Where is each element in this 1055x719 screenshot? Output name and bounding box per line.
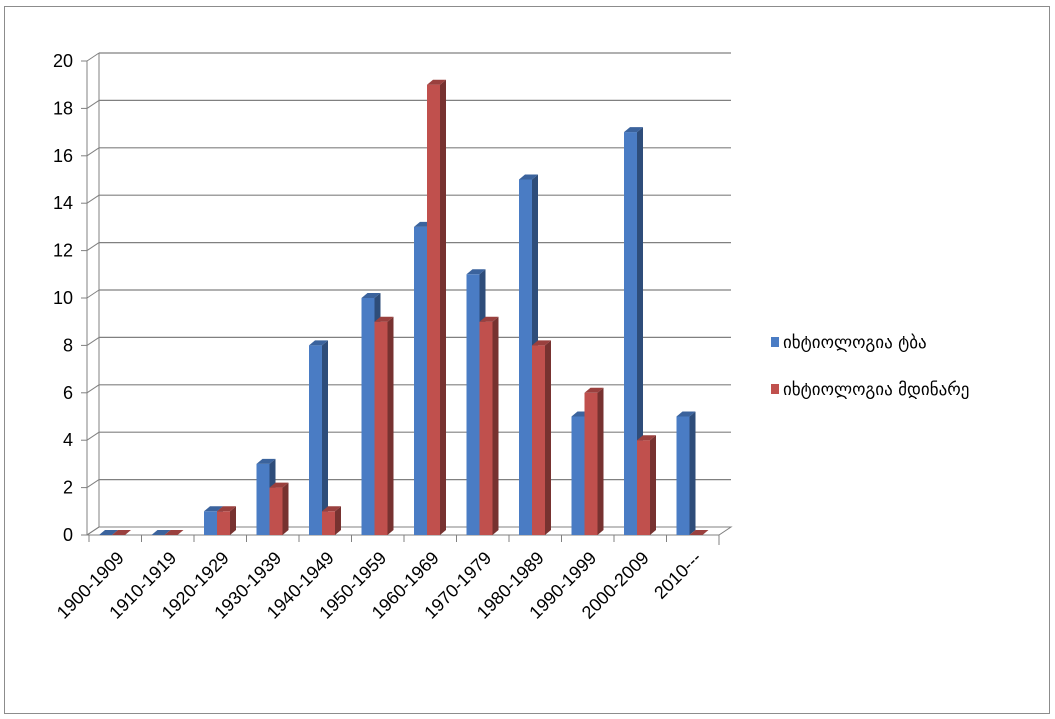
y-tick-label: 12 — [53, 241, 73, 261]
bar — [217, 511, 230, 535]
bar-top — [151, 530, 171, 535]
x-tick-label: 2010--- — [650, 548, 705, 603]
bar-top — [361, 293, 381, 298]
bar-side — [637, 127, 643, 535]
gridline-diagonal — [86, 384, 100, 394]
bar-side — [387, 316, 394, 535]
legend-swatch — [771, 384, 779, 394]
bar-top — [204, 506, 223, 512]
bar — [269, 487, 283, 535]
bar-top — [676, 411, 696, 417]
bar-top — [164, 530, 184, 535]
legend: იხტიოლოგია ტბა იხტიოლოგია მდინარე — [771, 333, 969, 400]
bar-top — [256, 458, 276, 464]
bar — [584, 392, 598, 535]
bar-top — [427, 79, 446, 85]
y-tick-label: 10 — [53, 288, 73, 308]
bar-top — [309, 340, 328, 346]
bar — [676, 416, 690, 535]
gridline-diagonal — [86, 336, 100, 346]
bar-side — [282, 482, 289, 535]
bars — [99, 79, 709, 535]
y-tick-label: 2 — [63, 478, 73, 498]
bar-side — [322, 340, 328, 535]
bar-side — [545, 340, 551, 535]
bar-chart: 0 2 4 6 8 10 12 14 16 18 20 1900-19091910-19191920… — [53, 51, 970, 623]
y-tick-label: 0 — [63, 525, 73, 545]
bar — [309, 345, 322, 535]
bar-top — [479, 316, 499, 322]
gridline-diagonal — [86, 289, 100, 299]
chart-frame: 0 2 4 6 8 10 12 14 16 18 20 1900-1909 1910-1919 1920… — [4, 6, 1050, 714]
bar — [466, 274, 480, 535]
bar — [637, 440, 650, 535]
bar-top — [99, 530, 118, 535]
bar-side — [335, 506, 341, 535]
y-tick-label: 14 — [53, 193, 73, 213]
bar — [479, 321, 493, 535]
y-tick-label: 6 — [63, 383, 73, 403]
y-tick-label: 8 — [63, 335, 73, 355]
y-tick-label: 16 — [53, 146, 73, 166]
y-axis: 0 2 4 6 8 10 12 14 16 18 20 — [53, 51, 88, 545]
gridline-diagonal — [86, 99, 100, 109]
gridline-diagonal — [86, 242, 100, 252]
legend-swatch — [771, 337, 779, 347]
bar-top — [112, 530, 131, 535]
bar-side — [650, 435, 656, 535]
bar — [624, 132, 637, 535]
bar-top — [466, 269, 486, 275]
bar — [519, 179, 532, 535]
bar-top — [689, 530, 709, 535]
bar — [414, 226, 427, 535]
bar-side — [689, 411, 696, 535]
bar-side — [230, 506, 236, 535]
bar-side — [492, 316, 499, 535]
legend-label: იხტიოლოგია მდინარე — [783, 380, 969, 400]
bar — [204, 511, 217, 535]
gridline-diagonal — [86, 526, 100, 536]
y-tick-label: 20 — [53, 51, 73, 71]
y-tick-label: 18 — [53, 98, 73, 118]
y-tick-label: 4 — [63, 430, 73, 450]
bar-top — [532, 340, 551, 346]
bar-side — [440, 79, 446, 535]
bar-top — [269, 482, 289, 488]
bar — [256, 463, 270, 535]
bar — [322, 511, 335, 535]
bar-top — [374, 316, 394, 322]
bar-top — [322, 506, 341, 512]
gridline-diagonal — [86, 431, 100, 441]
bar-top — [519, 174, 538, 180]
gridline-diagonal — [86, 147, 100, 157]
bar — [361, 298, 375, 535]
bar — [374, 321, 388, 535]
bar-side — [597, 387, 604, 535]
gridline-diagonal — [86, 194, 100, 204]
gridline-diagonal — [86, 52, 100, 62]
bar-top — [637, 435, 656, 441]
bar — [571, 416, 585, 535]
x-axis: 1900-19091910-19191920-19291930-19391940… — [53, 535, 705, 623]
legend-label: იხტიოლოგია ტბა — [783, 333, 927, 353]
bar-top — [217, 506, 236, 512]
bar-top — [584, 387, 604, 393]
bar — [532, 345, 545, 535]
bar-top — [624, 127, 643, 133]
bar — [427, 84, 440, 535]
gridline-diagonal — [86, 479, 100, 489]
